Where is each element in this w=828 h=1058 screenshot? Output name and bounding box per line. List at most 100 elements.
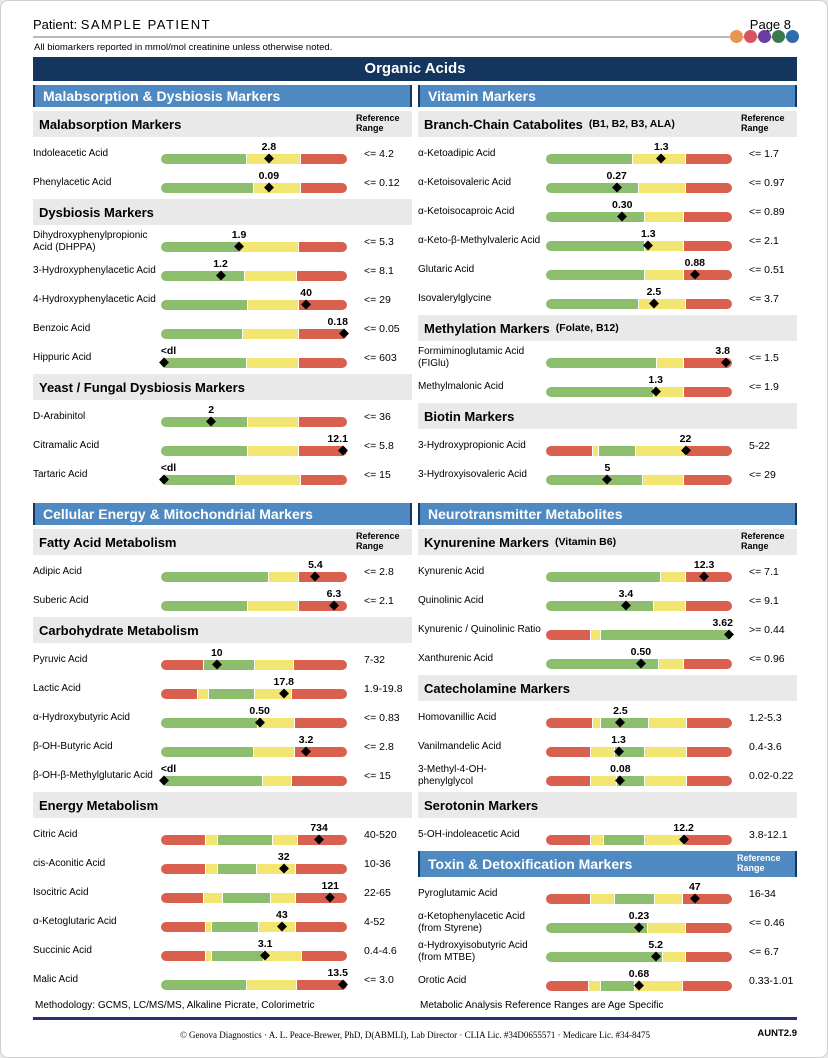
range-segment-green <box>546 298 638 309</box>
marker-bar: 0.68 <box>544 968 741 994</box>
range-segment-red <box>546 980 588 991</box>
range-segment-red <box>299 328 347 339</box>
range-segment-yellow <box>248 600 299 611</box>
range-bar <box>546 445 732 456</box>
range-segment-green <box>161 746 253 757</box>
page-number: Page 8 <box>749 17 791 32</box>
marker-row: Isocitric Acid 121 22-65 <box>33 878 412 907</box>
range-segment-red <box>686 717 732 728</box>
result-value: 0.27 <box>606 169 627 182</box>
range-bar <box>546 629 732 640</box>
marker-name: Xanthurenic Acid <box>418 652 494 664</box>
marker-bar: 2 <box>159 404 356 430</box>
range-segment-green <box>546 153 633 164</box>
range-segment-red <box>684 357 732 368</box>
range-segment-red <box>684 834 732 845</box>
right-column: Vitamin Markers Branch-Chain Catabolites (… <box>418 83 797 1014</box>
range-segment-red <box>546 717 592 728</box>
range-segment-red <box>686 922 732 933</box>
range-segment-green <box>161 445 248 456</box>
result-value: <dl <box>160 762 177 775</box>
range-bar <box>546 269 732 280</box>
subsection-title: Carbohydrate Metabolism <box>39 622 199 638</box>
subsection-note: (B1, B2, B3, ALA) <box>588 118 675 131</box>
marker-bar-track: 2.8 <box>161 141 347 167</box>
marker-name: Homovanillic Acid <box>418 711 497 723</box>
marker-bar-track: 1.3 <box>546 141 732 167</box>
marker-row: α-Hydroxybutyric Acid 0.50 <= 0.83 <box>33 703 412 732</box>
marker-bar-track: 734 <box>161 822 347 848</box>
range-segment-green <box>161 357 246 368</box>
range-segment-yellow <box>239 241 299 252</box>
marker-bar: 6.3 <box>159 588 356 614</box>
marker-bar-track: <dl <box>158 345 347 371</box>
range-segment-yellow <box>256 863 296 874</box>
range-segment-green <box>161 299 248 310</box>
range-segment-yellow <box>254 746 295 757</box>
marker-name: Glutaric Acid <box>418 263 475 275</box>
marker-bar-track: 2 <box>161 404 347 430</box>
range-bar <box>161 600 347 611</box>
subsection-title: Fatty Acid Metabolism <box>39 534 177 550</box>
range-bar <box>546 717 732 728</box>
marker-row: α-Ketophenylacetic Acid (from Styrene) 0.… <box>418 908 797 937</box>
marker-bar-track: 0.27 <box>546 170 732 196</box>
result-value: 2.8 <box>261 140 277 153</box>
marker-row: α-Ketoadipic Acid 1.3 <= 1.7 <box>418 139 797 168</box>
marker-name: 5-OH-indoleacetic Acid <box>418 828 520 840</box>
range-segment-green <box>161 270 244 281</box>
marker-name: 3-Hydroxyphenylacetic Acid <box>33 264 156 276</box>
marker-name: D-Arabinitol <box>33 410 86 422</box>
range-segment-green <box>161 717 257 728</box>
marker-name: β-OH-β-Methylglutaric Acid <box>33 769 153 781</box>
reference-range-value: <= 5.8 <box>364 439 394 452</box>
range-segment-red <box>297 270 347 281</box>
range-segment-red <box>546 893 590 904</box>
range-segment-red <box>297 979 347 990</box>
range-bar <box>161 892 347 903</box>
marker-row: D-Arabinitol 2 <= 36 <box>33 402 412 431</box>
range-segment-yellow <box>244 270 297 281</box>
marker-name: 3-Hydroxyisovaleric Acid <box>418 468 527 480</box>
range-bar <box>546 153 732 164</box>
marker-name: α-Ketoglutaric Acid <box>33 915 117 927</box>
marker-bar-track: 2.5 <box>546 286 732 312</box>
marker-bar: 3.62 <box>544 617 741 643</box>
marker-bar-track: 40 <box>161 287 347 313</box>
reference-range-value: <= 1.7 <box>749 147 779 160</box>
marker-row: α-Hydroxyisobutyric Acid (from MTBE) 5.2 <… <box>418 937 797 966</box>
reference-range-value: <= 0.12 <box>364 176 400 189</box>
range-segment-yellow <box>590 893 615 904</box>
subsection-header: Catecholamine Markers <box>418 675 797 702</box>
marker-bar-track: 3.2 <box>161 734 347 760</box>
marker-bar-track: 0.09 <box>161 170 347 196</box>
marker-name: Methylmalonic Acid <box>418 380 504 392</box>
subsection-header: Dysbiosis Markers <box>33 199 412 226</box>
subsection-header: Yeast / Fungal Dysbiosis Markers <box>33 374 412 401</box>
reference-range-value: <= 2.1 <box>364 594 394 607</box>
section-banner: Neurotransmitter Metabolites <box>418 503 797 526</box>
range-bar <box>546 775 732 786</box>
marker-row: α-Ketoisocaproic Acid 0.30 <= 0.89 <box>418 197 797 226</box>
result-value: 1.9 <box>231 228 247 241</box>
marker-name: α-Ketophenylacetic Acid (from Styrene) <box>418 911 525 934</box>
marker-bar: <dl <box>158 762 356 789</box>
range-segment-yellow <box>257 717 295 728</box>
marker-bar: 121 <box>159 880 356 906</box>
range-segment-yellow <box>661 571 685 582</box>
subsection-title: Catecholamine Markers <box>424 680 570 696</box>
marker-row: α-Ketoglutaric Acid 43 4-52 <box>33 907 412 936</box>
marker-row: β-OH-Butyric Acid 3.2 <= 2.8 <box>33 732 412 761</box>
range-segment-green <box>546 571 661 582</box>
range-segment-red <box>686 600 732 611</box>
reference-range-value: <= 2.8 <box>364 565 394 578</box>
marker-bar-track: 5.4 <box>161 559 347 585</box>
marker-row: Orotic Acid 0.68 0.33-1.01 <box>418 966 797 995</box>
range-segment-red <box>682 980 732 991</box>
patient-line: Patient: SAMPLE PATIENT <box>33 17 211 32</box>
range-segment-yellow <box>248 299 299 310</box>
marker-bar: 3.8 <box>544 345 741 371</box>
range-segment-yellow <box>654 893 682 904</box>
result-value: 17.8 <box>273 675 294 688</box>
range-segment-green <box>546 951 662 962</box>
